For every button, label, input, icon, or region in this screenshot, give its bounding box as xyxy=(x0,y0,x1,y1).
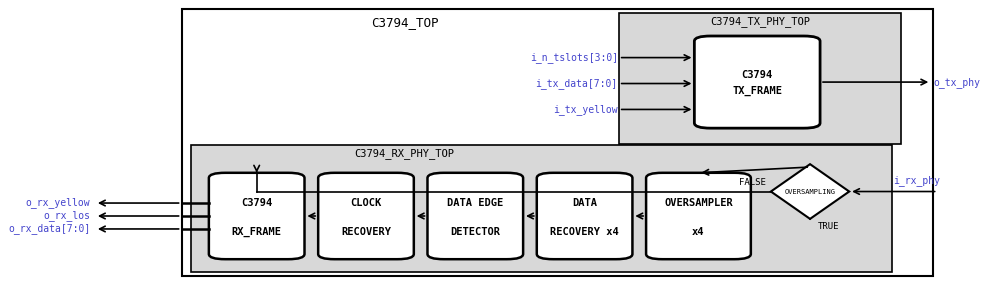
Text: C3794: C3794 xyxy=(741,70,773,80)
FancyBboxPatch shape xyxy=(428,173,523,259)
Text: i_tx_data[7:0]: i_tx_data[7:0] xyxy=(536,78,618,89)
Text: i_n_tslots[3:0]: i_n_tslots[3:0] xyxy=(530,52,618,63)
FancyBboxPatch shape xyxy=(646,173,751,259)
Text: CLOCK: CLOCK xyxy=(350,198,381,208)
Text: DATA: DATA xyxy=(572,198,597,208)
Text: C3794_RX_PHY_TOP: C3794_RX_PHY_TOP xyxy=(355,148,455,159)
FancyBboxPatch shape xyxy=(694,36,820,128)
Text: x4: x4 xyxy=(692,227,705,236)
Text: o_tx_phy: o_tx_phy xyxy=(933,77,980,88)
Text: TRUE: TRUE xyxy=(817,222,838,231)
FancyBboxPatch shape xyxy=(208,173,305,259)
FancyBboxPatch shape xyxy=(537,173,632,259)
Text: DATA EDGE: DATA EDGE xyxy=(447,198,503,208)
Text: o_rx_los: o_rx_los xyxy=(43,211,90,221)
Text: o_rx_yellow: o_rx_yellow xyxy=(26,198,90,209)
Text: FALSE: FALSE xyxy=(739,178,767,187)
Text: DETECTOR: DETECTOR xyxy=(450,227,500,236)
Text: RECOVERY x4: RECOVERY x4 xyxy=(550,227,619,236)
Text: TX_FRAME: TX_FRAME xyxy=(732,86,782,96)
Bar xyxy=(182,9,933,276)
Text: o_rx_data[7:0]: o_rx_data[7:0] xyxy=(8,223,90,234)
Bar xyxy=(618,13,901,144)
Text: i_tx_yellow: i_tx_yellow xyxy=(553,104,618,115)
Bar xyxy=(191,145,892,272)
Text: C3794_TOP: C3794_TOP xyxy=(371,16,438,29)
Text: RX_FRAME: RX_FRAME xyxy=(232,226,282,237)
Text: OVERSAMPLING: OVERSAMPLING xyxy=(784,189,836,194)
Text: RECOVERY: RECOVERY xyxy=(341,227,391,236)
FancyBboxPatch shape xyxy=(318,173,414,259)
Text: C3794: C3794 xyxy=(241,198,272,208)
Text: i_rx_phy: i_rx_phy xyxy=(894,175,941,186)
Text: C3794_TX_PHY_TOP: C3794_TX_PHY_TOP xyxy=(710,16,810,27)
Polygon shape xyxy=(771,164,849,219)
Text: OVERSAMPLER: OVERSAMPLER xyxy=(665,198,733,208)
